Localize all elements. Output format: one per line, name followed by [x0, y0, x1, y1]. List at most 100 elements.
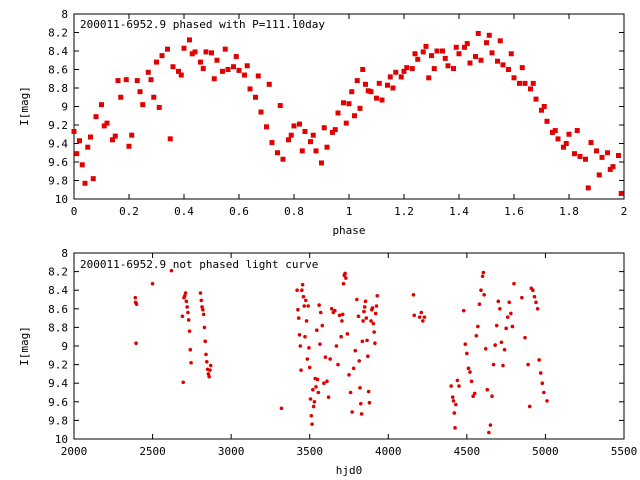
x-tick-label: 1	[346, 205, 353, 218]
y-tick-label: 9.6	[48, 156, 68, 169]
data-point	[434, 48, 440, 54]
data-point	[455, 378, 460, 383]
data-point	[330, 129, 335, 135]
data-point	[311, 404, 316, 409]
data-point	[110, 137, 115, 143]
data-point	[341, 100, 346, 106]
data-point	[594, 148, 599, 154]
data-point	[368, 89, 374, 95]
data-point	[308, 397, 313, 401]
y-tick-label: 9	[61, 101, 68, 114]
data-point	[79, 162, 85, 168]
data-point	[583, 156, 588, 162]
x-tick-label: 3000	[218, 445, 245, 458]
data-point	[357, 359, 362, 363]
data-point	[483, 346, 488, 351]
data-point	[585, 185, 591, 191]
data-point	[326, 395, 331, 399]
data-point	[151, 94, 157, 100]
data-point	[370, 306, 375, 310]
data-point	[541, 104, 547, 109]
data-point	[336, 362, 340, 367]
data-point	[362, 309, 366, 314]
y-tick-label: 9.4	[48, 377, 68, 390]
data-point	[484, 40, 489, 46]
y-tick-label: 9.4	[48, 138, 68, 151]
data-point	[225, 67, 231, 72]
data-point	[507, 300, 512, 305]
data-points	[133, 268, 549, 435]
data-point	[511, 75, 517, 81]
y-tick-label: 8.4	[48, 284, 68, 297]
data-point	[189, 51, 195, 57]
x-tick-label: 1.6	[504, 205, 524, 218]
data-point	[369, 319, 373, 323]
data-point	[355, 297, 359, 302]
x-tick-label: 5000	[532, 445, 559, 458]
data-point	[422, 315, 427, 319]
data-point	[471, 394, 475, 399]
data-point	[220, 68, 225, 74]
data-point	[337, 313, 342, 318]
data-point	[266, 81, 272, 87]
data-point	[537, 358, 541, 362]
data-point	[393, 69, 399, 75]
data-point	[145, 69, 151, 75]
data-point	[482, 293, 486, 297]
data-point	[300, 288, 304, 293]
data-point	[192, 49, 198, 55]
y-tick-label: 9	[61, 340, 68, 353]
data-point	[563, 141, 569, 146]
data-point	[198, 291, 203, 295]
data-point	[472, 391, 477, 396]
x-tick-label: 2500	[139, 445, 166, 458]
data-point	[530, 80, 536, 86]
data-point	[148, 77, 154, 83]
data-point	[531, 288, 535, 293]
x-tick-label: 0.8	[284, 205, 304, 218]
data-point	[411, 293, 416, 297]
data-point	[206, 372, 211, 376]
data-point	[354, 78, 360, 84]
data-point	[112, 133, 118, 139]
data-point	[508, 51, 514, 57]
data-point	[356, 314, 361, 319]
data-point	[186, 310, 190, 315]
data-point	[332, 127, 338, 133]
y-axis-label: I[mag]	[18, 86, 31, 126]
data-point	[344, 276, 348, 280]
data-point	[364, 316, 369, 320]
data-point	[347, 373, 351, 377]
data-point	[504, 326, 508, 331]
data-point	[275, 150, 280, 156]
data-point	[365, 338, 369, 343]
y-tick-label: 8	[61, 8, 68, 21]
data-point	[372, 330, 376, 334]
data-point	[184, 299, 189, 304]
y-axis-label: I[mag]	[18, 326, 31, 366]
data-point	[341, 281, 346, 286]
data-point	[488, 423, 493, 427]
x-ticks: 2000 2500 3000 3500 4000 4500 5000 5500	[61, 253, 637, 458]
data-point	[404, 65, 410, 71]
data-point	[297, 333, 302, 337]
data-point	[286, 137, 291, 143]
data-point	[318, 342, 322, 346]
data-point	[419, 310, 424, 315]
data-point	[498, 307, 502, 311]
data-point	[134, 341, 138, 346]
data-point	[520, 295, 524, 300]
x-tick-label: 0.6	[229, 205, 249, 218]
y-tick-label: 9.2	[48, 359, 68, 372]
data-point	[476, 324, 480, 329]
data-point	[497, 38, 503, 44]
data-point	[269, 140, 275, 146]
data-point	[156, 104, 162, 110]
data-point	[339, 334, 343, 339]
data-point	[450, 395, 455, 399]
data-point	[487, 430, 491, 435]
data-point	[74, 151, 80, 157]
data-point	[231, 64, 236, 70]
data-point	[542, 390, 546, 395]
data-point	[311, 387, 315, 392]
